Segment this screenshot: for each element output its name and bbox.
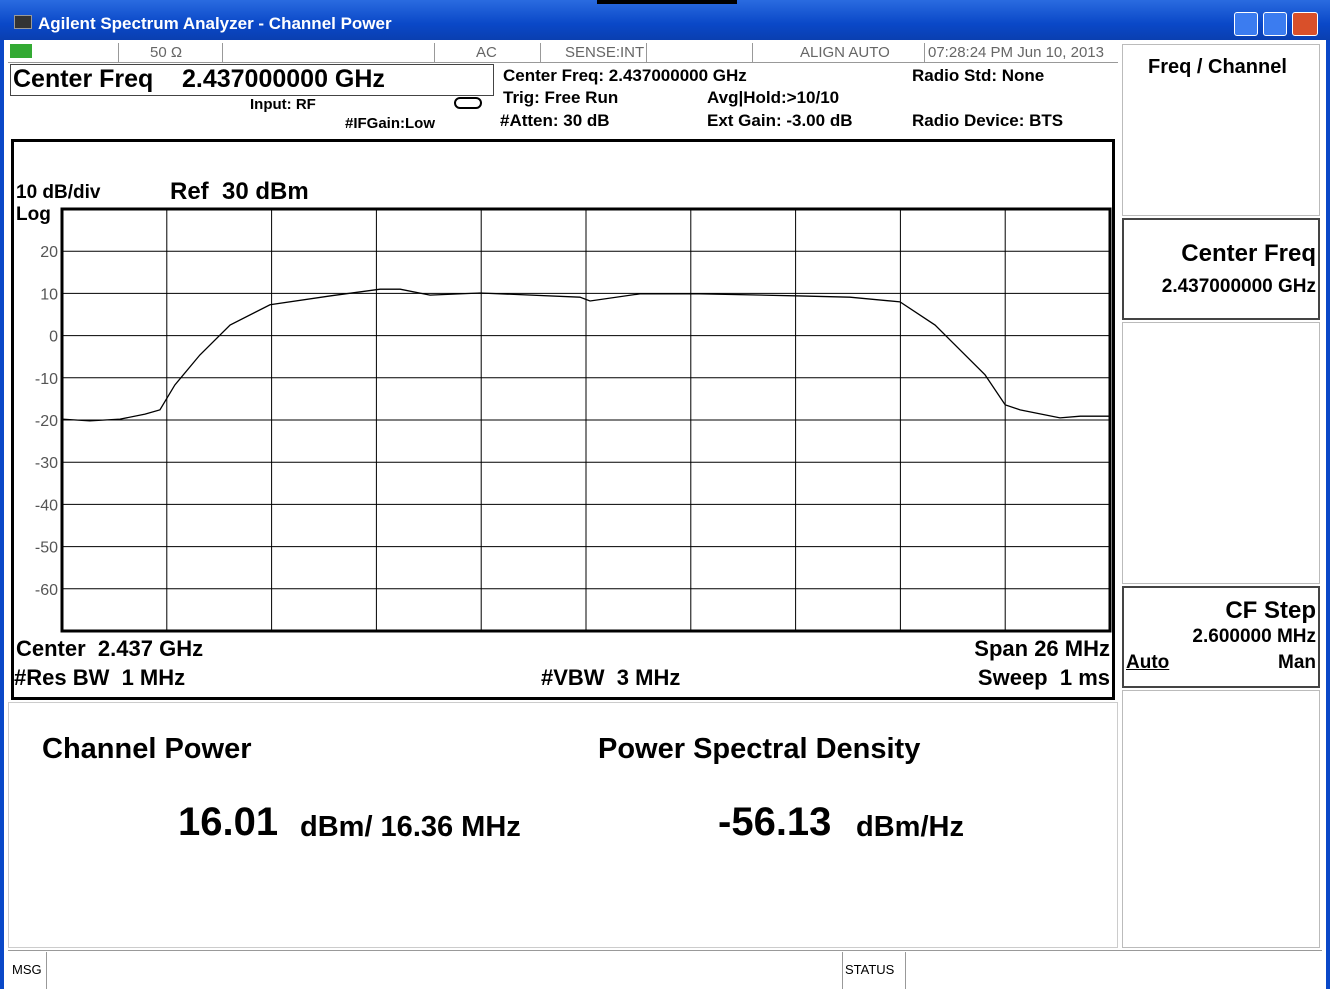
vbw: #VBW 3 MHz xyxy=(541,665,681,690)
softkey-option: Man xyxy=(1278,652,1316,673)
top-tab xyxy=(597,0,737,4)
plot: 20 10 0 -10 -20 -30 -40 -50 -60 xyxy=(35,207,1112,633)
softkey-value: 2.600000 MHz xyxy=(1192,626,1316,647)
header-info: Trig: Free Run xyxy=(503,88,619,107)
res-bw: #Res BW 1 MHz xyxy=(14,665,186,690)
ref-level: Ref 30 dBm xyxy=(170,178,309,205)
divider xyxy=(646,43,647,62)
window-title: Agilent Spectrum Analyzer - Channel Powe… xyxy=(38,14,392,33)
scale-type: Log xyxy=(16,204,51,225)
status-row xyxy=(8,42,1118,63)
softkey-menu[interactable] xyxy=(1122,44,1320,216)
header-info: Radio Std: None xyxy=(912,66,1045,85)
loop-icon xyxy=(454,97,482,109)
channel-power-unit: dBm/ 16.36 MHz xyxy=(300,811,521,843)
divider xyxy=(540,43,541,62)
softkey-option: Auto xyxy=(1126,652,1170,673)
channel-power-title: Channel Power xyxy=(42,733,252,765)
softkey-cf-step[interactable] xyxy=(1122,586,1320,688)
y-tick-label: -30 xyxy=(35,455,58,472)
center-freq-value: 2.437000000 GHz xyxy=(182,65,385,93)
menu-title: Freq / Channel xyxy=(1148,56,1287,78)
plot-panel xyxy=(11,139,1115,700)
maximize-button[interactable] xyxy=(1263,12,1287,36)
sweep: Sweep 1 ms xyxy=(977,665,1110,690)
left-border xyxy=(0,40,4,989)
graticule-frame xyxy=(60,207,1112,633)
y-tick-label: 0 xyxy=(49,329,58,346)
softkey-empty[interactable] xyxy=(1122,690,1320,948)
input: Input: RF xyxy=(250,96,316,113)
close-button[interactable] xyxy=(1292,12,1318,36)
divider xyxy=(118,43,119,62)
header-info: Center Freq: 2.437000000 GHz xyxy=(503,66,747,85)
y-tick-label: 10 xyxy=(40,286,58,303)
softkey-empty[interactable] xyxy=(1122,322,1320,584)
center-label: Center 2.437 GHz xyxy=(16,636,204,661)
y-tick-label: -20 xyxy=(35,413,58,430)
softkey-value: 2.437000000 GHz xyxy=(1161,276,1316,297)
y-tick-label: -10 xyxy=(35,371,58,388)
y-tick-label: -60 xyxy=(35,582,58,599)
bottom-bar xyxy=(8,950,1322,989)
psd-value: -56.13 xyxy=(718,800,832,844)
sweep-indicator xyxy=(10,44,32,58)
softkey-panel xyxy=(1120,42,1322,948)
header-info: Ext Gain: -3.00 dB xyxy=(707,111,853,130)
trace xyxy=(61,288,1110,422)
header-info: #Atten: 30 dB xyxy=(500,111,610,130)
y-tick-label: 20 xyxy=(40,244,58,261)
header-info: Avg|Hold:>10/10 xyxy=(707,88,840,107)
divider xyxy=(752,43,753,62)
minimize-button[interactable] xyxy=(1234,12,1258,36)
span: Span 26 MHz xyxy=(974,636,1110,661)
status-item: ALIGN AUTO xyxy=(800,44,890,61)
center-freq-box[interactable] xyxy=(10,64,494,96)
status-item: AC xyxy=(476,44,497,61)
y-tick-label: -50 xyxy=(35,540,58,557)
header-info: Radio Device: BTS xyxy=(912,111,1064,130)
softkey-label: CF Step xyxy=(1225,597,1316,624)
title-bar xyxy=(0,0,1330,40)
softkey-label: Center Freq xyxy=(1181,240,1316,267)
ifgain: #IFGain:Low xyxy=(345,115,435,132)
status-label: STATUS xyxy=(845,962,895,977)
center-freq-label: Center Freq xyxy=(13,65,154,93)
softkey-center-freq[interactable] xyxy=(1122,218,1320,320)
results-panel xyxy=(8,702,1118,948)
scale-label: 10 dB/div xyxy=(16,182,101,203)
divider xyxy=(434,43,435,62)
psd-title: Power Spectral Density xyxy=(598,733,921,765)
divider xyxy=(222,43,223,62)
channel-power-value: 16.01 xyxy=(178,800,279,844)
status-item: 07:28:24 PM Jun 10, 2013 xyxy=(928,44,1104,61)
status-item: 50 Ω xyxy=(150,44,183,61)
app-icon xyxy=(14,15,32,29)
divider xyxy=(46,952,47,989)
right-border xyxy=(1326,40,1330,989)
msg-label: MSG xyxy=(12,962,42,977)
divider xyxy=(905,952,906,989)
status-item: SENSE:INT xyxy=(565,44,645,61)
divider xyxy=(924,43,925,62)
y-tick-label: -40 xyxy=(35,497,58,514)
psd-unit: dBm/Hz xyxy=(856,811,964,843)
divider xyxy=(842,952,843,989)
